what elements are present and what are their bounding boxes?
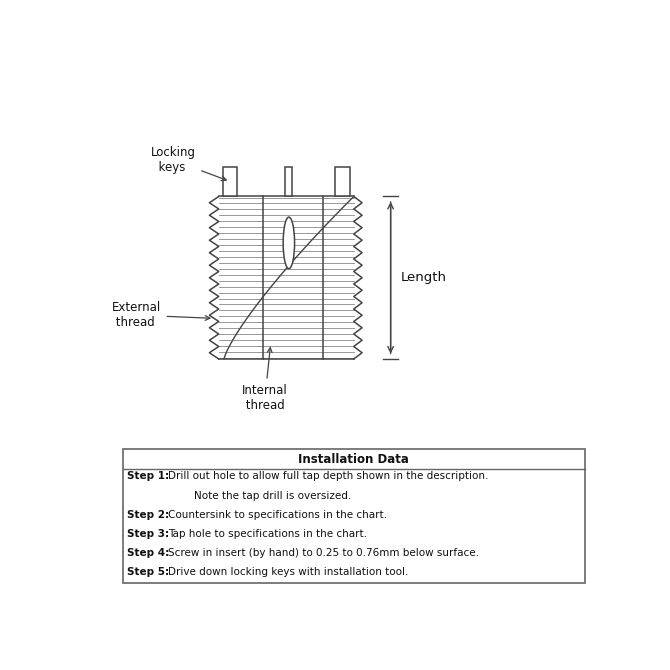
Text: Step 3:: Step 3: (127, 529, 169, 539)
Bar (285, 167, 292, 196)
Text: Step 5:: Step 5: (127, 567, 169, 577)
Text: Length: Length (401, 271, 447, 284)
Text: External
 thread: External thread (113, 301, 210, 329)
Bar (123, 450, 585, 584)
Text: Drive down locking keys with installation tool.: Drive down locking keys with installatio… (168, 567, 409, 577)
Text: Drill out hole to allow full tap depth shown in the description.: Drill out hole to allow full tap depth s… (168, 472, 488, 482)
Text: Step 2:: Step 2: (127, 510, 169, 520)
Text: Step 4:: Step 4: (127, 548, 169, 558)
Text: Locking
  keys: Locking keys (151, 146, 226, 181)
Ellipse shape (283, 217, 295, 269)
Text: Countersink to specifications in the chart.: Countersink to specifications in the cha… (168, 510, 387, 520)
Bar (335, 167, 350, 196)
Bar (223, 167, 237, 196)
Text: Installation Data: Installation Data (298, 452, 409, 466)
Text: Note the tap drill is oversized.: Note the tap drill is oversized. (168, 490, 352, 500)
Text: Internal
 thread: Internal thread (242, 348, 288, 411)
Text: Tap hole to specifications in the chart.: Tap hole to specifications in the chart. (168, 529, 367, 539)
Text: Screw in insert (by hand) to 0.25 to 0.76mm below surface.: Screw in insert (by hand) to 0.25 to 0.7… (168, 548, 480, 558)
Text: Step 1:: Step 1: (127, 472, 169, 482)
